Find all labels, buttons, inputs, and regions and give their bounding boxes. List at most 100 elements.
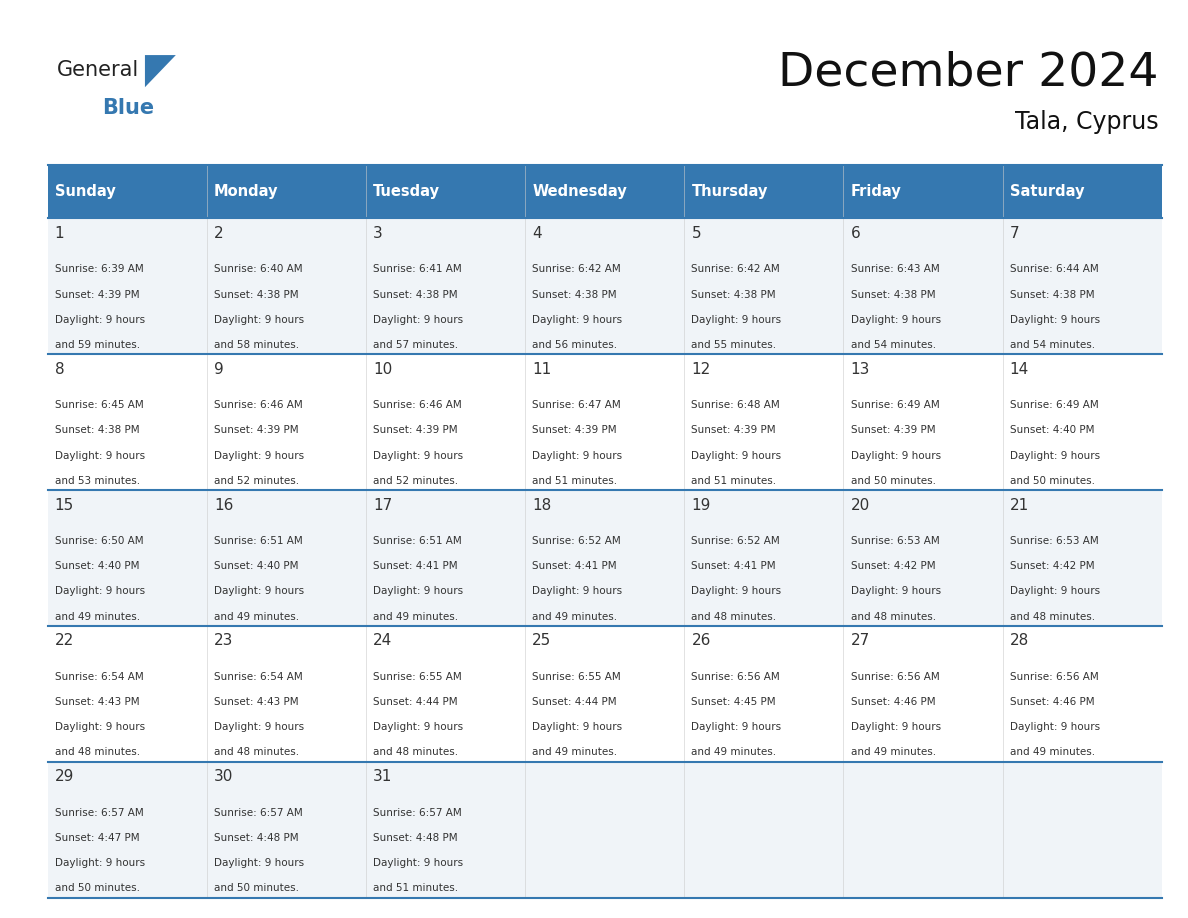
Text: Daylight: 9 hours: Daylight: 9 hours bbox=[214, 722, 304, 733]
Text: Sunrise: 6:44 AM: Sunrise: 6:44 AM bbox=[1010, 264, 1099, 274]
Bar bbox=[48, 762, 1162, 898]
Text: and 49 minutes.: and 49 minutes. bbox=[691, 747, 777, 757]
Text: and 50 minutes.: and 50 minutes. bbox=[55, 883, 140, 893]
Text: Sunrise: 6:51 AM: Sunrise: 6:51 AM bbox=[373, 536, 462, 546]
Text: and 54 minutes.: and 54 minutes. bbox=[851, 340, 936, 350]
Text: and 56 minutes.: and 56 minutes. bbox=[532, 340, 618, 350]
Text: Sunset: 4:44 PM: Sunset: 4:44 PM bbox=[373, 697, 457, 707]
Text: Wednesday: Wednesday bbox=[532, 185, 627, 199]
Text: and 49 minutes.: and 49 minutes. bbox=[851, 747, 936, 757]
Text: 22: 22 bbox=[55, 633, 74, 648]
Text: Sunset: 4:46 PM: Sunset: 4:46 PM bbox=[1010, 697, 1094, 707]
Text: Sunset: 4:39 PM: Sunset: 4:39 PM bbox=[373, 425, 457, 435]
Text: Sunset: 4:47 PM: Sunset: 4:47 PM bbox=[55, 833, 139, 843]
Text: Sunset: 4:38 PM: Sunset: 4:38 PM bbox=[55, 425, 139, 435]
Text: Daylight: 9 hours: Daylight: 9 hours bbox=[214, 587, 304, 597]
Text: Sunset: 4:38 PM: Sunset: 4:38 PM bbox=[1010, 289, 1094, 299]
Text: Daylight: 9 hours: Daylight: 9 hours bbox=[851, 587, 941, 597]
Text: Daylight: 9 hours: Daylight: 9 hours bbox=[691, 722, 782, 733]
Text: and 48 minutes.: and 48 minutes. bbox=[691, 611, 777, 621]
Text: Sunrise: 6:40 AM: Sunrise: 6:40 AM bbox=[214, 264, 303, 274]
Text: Sunrise: 6:46 AM: Sunrise: 6:46 AM bbox=[214, 400, 303, 410]
Text: 29: 29 bbox=[55, 769, 74, 784]
Text: Sunrise: 6:53 AM: Sunrise: 6:53 AM bbox=[851, 536, 940, 546]
Text: December 2024: December 2024 bbox=[778, 50, 1158, 95]
Text: and 52 minutes.: and 52 minutes. bbox=[373, 476, 459, 486]
Text: Sunrise: 6:56 AM: Sunrise: 6:56 AM bbox=[851, 672, 940, 682]
Text: Daylight: 9 hours: Daylight: 9 hours bbox=[1010, 587, 1100, 597]
Text: Daylight: 9 hours: Daylight: 9 hours bbox=[55, 858, 145, 868]
Text: Sunrise: 6:55 AM: Sunrise: 6:55 AM bbox=[373, 672, 462, 682]
Text: Daylight: 9 hours: Daylight: 9 hours bbox=[691, 315, 782, 325]
Text: and 53 minutes.: and 53 minutes. bbox=[55, 476, 140, 486]
Text: and 50 minutes.: and 50 minutes. bbox=[214, 883, 299, 893]
Text: Sunset: 4:41 PM: Sunset: 4:41 PM bbox=[532, 561, 617, 571]
Text: Sunset: 4:43 PM: Sunset: 4:43 PM bbox=[55, 697, 139, 707]
Text: Daylight: 9 hours: Daylight: 9 hours bbox=[691, 451, 782, 461]
Text: and 50 minutes.: and 50 minutes. bbox=[1010, 476, 1095, 486]
Text: and 49 minutes.: and 49 minutes. bbox=[532, 747, 618, 757]
Text: Sunset: 4:42 PM: Sunset: 4:42 PM bbox=[1010, 561, 1094, 571]
Text: Sunset: 4:39 PM: Sunset: 4:39 PM bbox=[214, 425, 298, 435]
Text: 30: 30 bbox=[214, 769, 233, 784]
Bar bbox=[48, 354, 1162, 490]
Text: Sunrise: 6:39 AM: Sunrise: 6:39 AM bbox=[55, 264, 144, 274]
Text: Sunday: Sunday bbox=[55, 185, 115, 199]
Text: Thursday: Thursday bbox=[691, 185, 767, 199]
Text: Sunrise: 6:45 AM: Sunrise: 6:45 AM bbox=[55, 400, 144, 410]
Text: Sunset: 4:39 PM: Sunset: 4:39 PM bbox=[691, 425, 776, 435]
Text: Sunrise: 6:43 AM: Sunrise: 6:43 AM bbox=[851, 264, 940, 274]
Text: Sunrise: 6:57 AM: Sunrise: 6:57 AM bbox=[55, 808, 144, 818]
Text: Daylight: 9 hours: Daylight: 9 hours bbox=[1010, 451, 1100, 461]
Text: Daylight: 9 hours: Daylight: 9 hours bbox=[851, 315, 941, 325]
Text: Daylight: 9 hours: Daylight: 9 hours bbox=[214, 451, 304, 461]
Text: Sunrise: 6:51 AM: Sunrise: 6:51 AM bbox=[214, 536, 303, 546]
Text: Sunset: 4:45 PM: Sunset: 4:45 PM bbox=[691, 697, 776, 707]
Text: Sunrise: 6:57 AM: Sunrise: 6:57 AM bbox=[214, 808, 303, 818]
Text: 12: 12 bbox=[691, 362, 710, 376]
Text: 21: 21 bbox=[1010, 498, 1029, 512]
Text: 4: 4 bbox=[532, 226, 542, 241]
Text: Daylight: 9 hours: Daylight: 9 hours bbox=[373, 722, 463, 733]
Text: Sunrise: 6:49 AM: Sunrise: 6:49 AM bbox=[1010, 400, 1099, 410]
Text: Sunrise: 6:56 AM: Sunrise: 6:56 AM bbox=[691, 672, 781, 682]
Text: and 51 minutes.: and 51 minutes. bbox=[373, 883, 459, 893]
Text: 19: 19 bbox=[691, 498, 710, 512]
Text: 17: 17 bbox=[373, 498, 392, 512]
Text: and 59 minutes.: and 59 minutes. bbox=[55, 340, 140, 350]
Text: Daylight: 9 hours: Daylight: 9 hours bbox=[373, 451, 463, 461]
Text: Sunset: 4:42 PM: Sunset: 4:42 PM bbox=[851, 561, 935, 571]
Text: Tala, Cyprus: Tala, Cyprus bbox=[1015, 110, 1158, 134]
Text: Daylight: 9 hours: Daylight: 9 hours bbox=[214, 858, 304, 868]
Text: Sunrise: 6:53 AM: Sunrise: 6:53 AM bbox=[1010, 536, 1099, 546]
Text: Sunset: 4:48 PM: Sunset: 4:48 PM bbox=[214, 833, 298, 843]
Text: and 48 minutes.: and 48 minutes. bbox=[851, 611, 936, 621]
Text: and 51 minutes.: and 51 minutes. bbox=[691, 476, 777, 486]
Text: Daylight: 9 hours: Daylight: 9 hours bbox=[55, 315, 145, 325]
Text: and 49 minutes.: and 49 minutes. bbox=[532, 611, 618, 621]
Bar bbox=[48, 165, 1162, 218]
Text: and 49 minutes.: and 49 minutes. bbox=[55, 611, 140, 621]
Text: and 48 minutes.: and 48 minutes. bbox=[1010, 611, 1095, 621]
Text: Sunset: 4:39 PM: Sunset: 4:39 PM bbox=[55, 289, 139, 299]
Text: Sunset: 4:39 PM: Sunset: 4:39 PM bbox=[532, 425, 617, 435]
Text: 9: 9 bbox=[214, 362, 223, 376]
Text: 16: 16 bbox=[214, 498, 233, 512]
Text: and 54 minutes.: and 54 minutes. bbox=[1010, 340, 1095, 350]
Text: 27: 27 bbox=[851, 633, 870, 648]
Text: 1: 1 bbox=[55, 226, 64, 241]
Text: Daylight: 9 hours: Daylight: 9 hours bbox=[851, 451, 941, 461]
Text: Daylight: 9 hours: Daylight: 9 hours bbox=[55, 451, 145, 461]
Text: and 55 minutes.: and 55 minutes. bbox=[691, 340, 777, 350]
Text: Sunset: 4:40 PM: Sunset: 4:40 PM bbox=[55, 561, 139, 571]
Text: Sunset: 4:48 PM: Sunset: 4:48 PM bbox=[373, 833, 457, 843]
Text: 18: 18 bbox=[532, 498, 551, 512]
Text: 5: 5 bbox=[691, 226, 701, 241]
Text: Sunrise: 6:57 AM: Sunrise: 6:57 AM bbox=[373, 808, 462, 818]
Text: and 49 minutes.: and 49 minutes. bbox=[1010, 747, 1095, 757]
Text: Sunset: 4:40 PM: Sunset: 4:40 PM bbox=[214, 561, 298, 571]
Text: 24: 24 bbox=[373, 633, 392, 648]
Text: Sunset: 4:38 PM: Sunset: 4:38 PM bbox=[373, 289, 457, 299]
Text: 15: 15 bbox=[55, 498, 74, 512]
Text: Tuesday: Tuesday bbox=[373, 185, 440, 199]
